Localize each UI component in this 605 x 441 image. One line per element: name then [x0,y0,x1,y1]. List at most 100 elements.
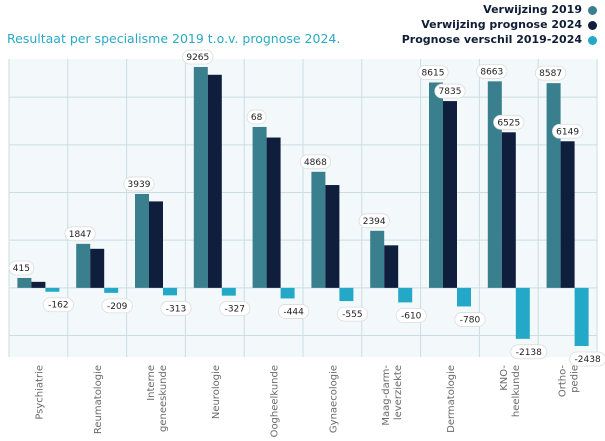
category-label: Reumatologie [93,365,104,434]
data-label-pill [277,304,310,319]
data-label: 8615 [422,68,445,78]
bar [135,193,149,288]
data-label-pill [8,260,35,276]
data-label-pill [493,114,525,130]
bar [487,81,502,288]
bar [207,74,222,288]
bar [163,287,177,296]
data-label: 9265 [186,53,209,63]
category-label: Dermatologie [446,365,457,433]
bar [398,287,413,303]
data-label: 6525 [497,118,520,128]
category-label: pedie [570,365,581,393]
legend-label: Verwijzing prognose 2024 [421,18,582,31]
legend-swatch [588,20,597,30]
data-label: 4868 [304,158,327,168]
bar [457,287,471,307]
legend-item-prognose-2024: Verwijzing prognose 2024 [421,18,597,32]
bar [384,245,399,288]
data-label: -610 [401,311,422,321]
bar [17,277,32,288]
category-label: Psychiatrie [34,365,45,420]
data-label-pill [535,65,567,81]
data-label: -327 [225,305,245,315]
data-label-pill [417,65,449,80]
data-label: 2394 [363,217,386,227]
bar [311,171,326,288]
data-label: -313 [166,304,186,314]
legend-swatch [588,5,597,15]
data-label: -2138 [516,348,542,358]
data-label: -2438 [575,355,601,365]
category-label: Interne [146,365,157,401]
bar [501,132,516,288]
data-label: 3939 [128,180,151,190]
category-label: Oogheelkunde [270,365,281,437]
data-label-pill [64,226,96,242]
bar [31,281,46,288]
bar [104,287,119,293]
bar [149,201,163,288]
data-label-pill [454,312,486,327]
category-label: Neurologie [211,365,222,419]
data-label-pill [358,213,390,229]
category-label: heelkunde [511,365,522,417]
data-label: 8663 [480,67,503,77]
data-label: 6149 [556,127,579,137]
data-label-pill [569,351,605,367]
chart-legend: Verwijzing 2019 Verwijzing prognose 2024… [402,3,597,47]
data-label-pill [510,344,548,360]
data-label-pill [160,300,192,316]
chart-subtitle: Resultaat per specialisme 2019 t.o.v. pr… [7,31,341,46]
bar [221,287,236,296]
category-label: leverziekte [393,365,404,420]
data-label: -209 [107,302,128,312]
legend-item-verwijzing-2019: Verwijzing 2019 [483,3,597,17]
data-label-pill [336,306,369,322]
category-label: KNO- [499,365,510,391]
category-label: geneeskunde [158,365,169,432]
legend-label: Prognose verschil 2019-2024 [401,33,582,46]
data-label: 415 [13,264,30,274]
data-label-pill [476,63,508,79]
category-label: Maag-darm- [381,365,392,426]
bar [515,287,530,339]
data-label-pill [101,298,133,314]
data-label-pill [434,83,466,99]
bar [574,287,589,346]
bar [370,230,385,288]
legend-swatch [588,35,597,45]
bar [325,185,340,288]
bar [252,126,267,288]
data-label-pill [219,301,251,317]
data-label-pill [182,49,214,65]
data-label-pill [299,154,332,170]
bar [45,287,60,292]
bar [280,287,295,299]
bar [90,248,105,288]
data-label: -162 [48,301,68,311]
data-label: 1847 [69,230,92,240]
bar [266,137,281,288]
bar [193,66,208,288]
bar [546,83,561,288]
data-label: 68 [251,113,263,123]
category-label: Ortho- [558,365,569,398]
data-label-pill [552,123,584,139]
legend-label: Verwijzing 2019 [483,3,582,16]
data-label-pill [42,297,75,313]
bar [443,101,457,288]
category-label: Gynaecologie [328,365,339,433]
data-label: 8587 [539,69,562,79]
bar [76,243,91,288]
legend-item-prognose-verschil: Prognose verschil 2019-2024 [402,33,597,47]
data-label: 7835 [439,87,462,97]
bar [429,82,443,288]
bar [339,287,354,302]
bar [560,141,575,288]
data-label-pill [123,176,155,192]
data-label: -555 [342,310,362,320]
data-label: -780 [460,315,481,325]
data-label-pill [246,109,267,125]
